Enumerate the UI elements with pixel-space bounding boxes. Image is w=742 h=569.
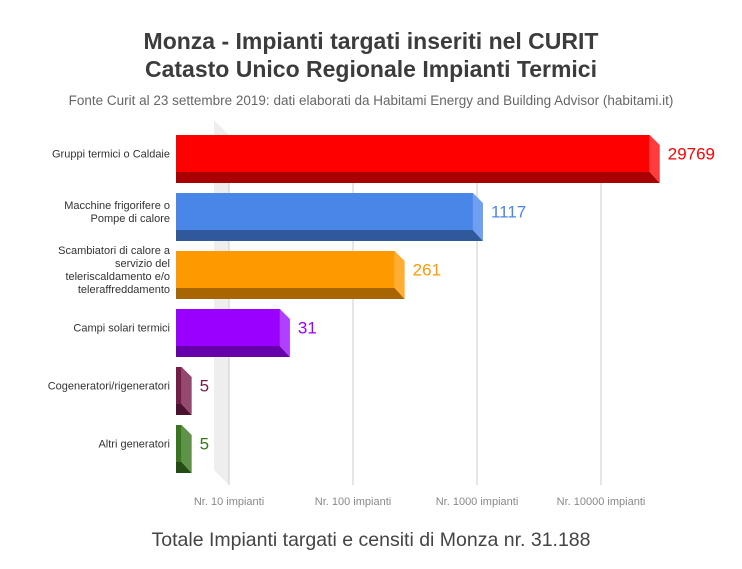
category-label: Altri generatori bbox=[98, 439, 170, 451]
data-label: 31 bbox=[298, 319, 317, 338]
category-label: Pompe di calore bbox=[91, 213, 171, 225]
x-tick-label: Nr. 100 impianti bbox=[315, 496, 391, 508]
data-label: 5 bbox=[200, 377, 209, 396]
category-label: Cogeneratori/rigeneratori bbox=[48, 381, 170, 393]
bar-side bbox=[181, 425, 192, 473]
bar-front bbox=[176, 135, 650, 172]
bar-front bbox=[176, 367, 182, 404]
category-label: Scambiatori di calore a bbox=[58, 245, 171, 257]
bar-side bbox=[649, 135, 660, 183]
bar-front bbox=[176, 251, 395, 288]
chart-title-line2: Catasto Unico Regionale Impianti Termici bbox=[145, 56, 597, 82]
category-label: Campi solari termici bbox=[73, 323, 170, 335]
category-label: servizio del bbox=[115, 258, 170, 270]
bar-side bbox=[472, 193, 483, 241]
bar-bottom bbox=[176, 172, 660, 183]
bar-bottom bbox=[176, 404, 192, 415]
bar-front bbox=[176, 309, 280, 346]
bar-bottom bbox=[176, 230, 483, 241]
bar-side bbox=[394, 251, 405, 299]
bar-side bbox=[279, 309, 290, 357]
x-tick-label: Nr. 1000 impianti bbox=[436, 496, 519, 508]
category-label: teleraffreddamento bbox=[78, 284, 170, 296]
x-tick-label: Nr. 10 impianti bbox=[194, 496, 264, 508]
category-label: teleriscaldamento e/o bbox=[65, 271, 170, 283]
bar-side bbox=[181, 367, 192, 415]
data-label: 5 bbox=[200, 435, 209, 454]
chart-footer: Totale Impianti targati e censiti di Mon… bbox=[151, 529, 591, 551]
data-label: 1117 bbox=[491, 203, 526, 222]
category-label: Macchine frigorifere o bbox=[64, 200, 170, 212]
bar-front bbox=[176, 425, 182, 462]
data-label: 261 bbox=[413, 261, 441, 280]
bar-bottom bbox=[176, 288, 405, 299]
x-tick-label: Nr. 10000 impianti bbox=[557, 496, 646, 508]
data-label: 29769 bbox=[668, 145, 715, 164]
chart-subtitle: Fonte Curit al 23 settembre 2019: dati e… bbox=[68, 93, 674, 108]
bar-bottom bbox=[176, 346, 290, 357]
bar-front bbox=[176, 193, 473, 230]
bar-bottom bbox=[176, 462, 192, 473]
chart-title: Monza - Impianti targati inseriti nel CU… bbox=[143, 28, 599, 54]
category-label: Gruppi termici o Caldaie bbox=[52, 149, 170, 161]
